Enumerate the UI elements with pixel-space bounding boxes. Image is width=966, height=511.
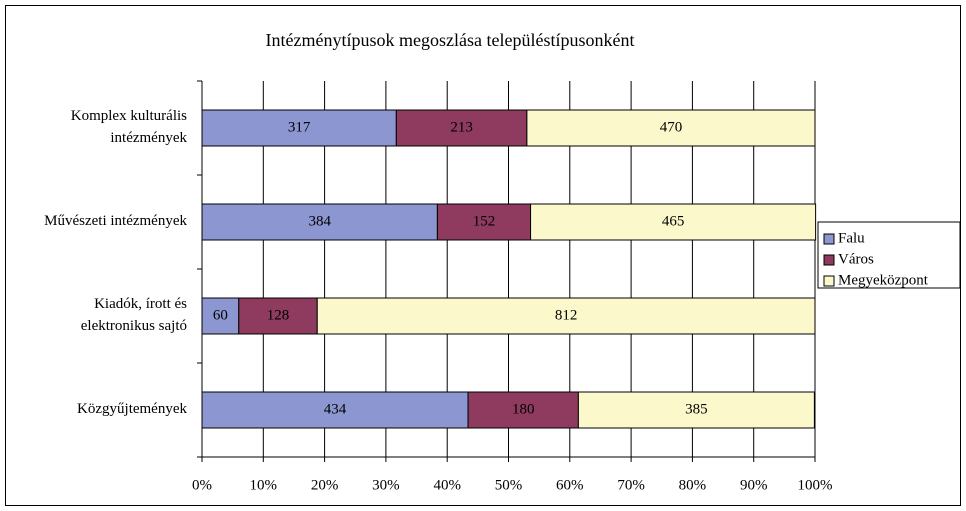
x-tick-label: 100% bbox=[798, 477, 833, 493]
x-tick-label: 70% bbox=[617, 477, 645, 493]
x-tick-label: 50% bbox=[495, 477, 523, 493]
bar-segment bbox=[436, 203, 532, 241]
legend-swatch bbox=[823, 233, 835, 245]
bar-segment bbox=[201, 391, 469, 429]
bar-segment bbox=[467, 391, 579, 429]
data-label: 385 bbox=[685, 401, 708, 417]
bar-segment bbox=[526, 109, 816, 147]
y-tick-label: Kiadók, írott és elektronikus sajtó bbox=[81, 296, 187, 334]
legend-label: Város bbox=[838, 251, 874, 267]
y-tick-label: Művészeti intézmények bbox=[44, 213, 187, 229]
bar-segment bbox=[395, 109, 528, 147]
data-label: 152 bbox=[473, 213, 496, 229]
data-label: 180 bbox=[512, 401, 535, 417]
data-label: 470 bbox=[660, 119, 683, 135]
bar-segment bbox=[201, 203, 438, 241]
legend-swatch bbox=[823, 254, 835, 266]
chart-border bbox=[5, 5, 961, 506]
data-label: 812 bbox=[555, 307, 578, 323]
x-tick-label: 90% bbox=[740, 477, 768, 493]
bar-segment bbox=[577, 391, 815, 429]
legend-box bbox=[817, 221, 961, 289]
legend-swatch bbox=[823, 275, 835, 287]
x-tick-label: 40% bbox=[433, 477, 461, 493]
data-label: 384 bbox=[308, 213, 331, 229]
y-tick-label: Komplex kulturális intézmények bbox=[71, 108, 188, 146]
bar-segment bbox=[530, 203, 817, 241]
x-tick-label: 80% bbox=[679, 477, 707, 493]
x-tick-label: 0% bbox=[192, 477, 212, 493]
chart-title: Intézménytípusok megoszlása településtíp… bbox=[266, 30, 635, 50]
data-label: 213 bbox=[450, 119, 473, 135]
x-tick-label: 10% bbox=[250, 477, 278, 493]
data-label: 434 bbox=[324, 401, 347, 417]
x-tick-label: 30% bbox=[372, 477, 400, 493]
data-label: 128 bbox=[267, 307, 290, 323]
bar-segment bbox=[201, 109, 397, 147]
legend-label: Falu bbox=[838, 230, 865, 246]
y-tick-label: Közgyűjtemények bbox=[77, 401, 187, 417]
data-label: 465 bbox=[662, 213, 685, 229]
bar-segment bbox=[316, 297, 816, 335]
legend-label: Megyeközpont bbox=[838, 272, 929, 288]
bar-segment bbox=[201, 297, 240, 335]
data-label: 317 bbox=[288, 119, 311, 135]
x-tick-label: 20% bbox=[311, 477, 339, 493]
bar-segment bbox=[238, 297, 318, 335]
x-tick-label: 60% bbox=[556, 477, 584, 493]
data-label: 60 bbox=[213, 307, 228, 323]
